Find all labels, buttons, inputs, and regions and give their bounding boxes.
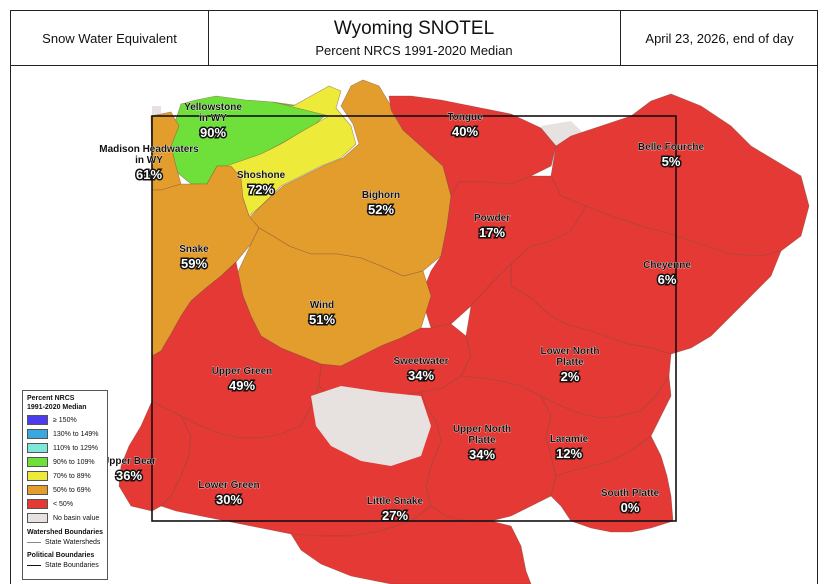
basin-percent-label: 5% <box>662 154 681 169</box>
legend-swatch <box>27 415 48 425</box>
legend-item: < 50% <box>27 498 103 510</box>
legend-item: No basin value <box>27 512 103 524</box>
legend-watershed-title: Watershed Boundaries <box>27 529 103 536</box>
basin-name-label: Little Snake <box>367 496 424 507</box>
date-label: April 23, 2026, end of day <box>620 11 818 65</box>
legend-watershed-label: State Watersheds <box>45 538 101 546</box>
basin-name-label: Bighorn <box>362 190 400 201</box>
legend-label: 90% to 109% <box>53 458 95 466</box>
basin-region <box>290 505 532 584</box>
basin-region <box>550 435 674 533</box>
legend-label: No basin value <box>53 514 100 522</box>
map-header: Snow Water Equivalent Wyoming SNOTEL Per… <box>10 10 818 66</box>
legend-items: ≥ 150% 130% to 149% 110% to 129% 90% to 109… <box>27 414 103 524</box>
legend-item: 50% to 69% <box>27 484 103 496</box>
basin-name-label: Belle Fourche <box>638 142 705 153</box>
legend-item: ≥ 150% <box>27 414 103 426</box>
legend-watershed-item: State Watersheds <box>27 537 103 547</box>
basin-name-label: Shoshone <box>237 170 286 181</box>
watershed-line-symbol <box>27 541 41 543</box>
basin-name-label: Sweetwater <box>393 356 448 367</box>
basin-percent-label: 90% <box>200 125 226 140</box>
basin-name-label: in WY <box>135 155 163 166</box>
basin-percent-label: 40% <box>452 124 478 139</box>
title-block: Wyoming SNOTEL Percent NRCS 1991-2020 Me… <box>208 11 620 65</box>
basin-name-label: in WY <box>199 113 227 124</box>
basin-region <box>225 85 357 217</box>
basin-percent-label: 17% <box>479 225 505 240</box>
basin-name-label: Upper North <box>453 424 511 435</box>
legend-item: 70% to 89% <box>27 470 103 482</box>
basin-percent-label: 36% <box>116 468 142 483</box>
basin-name-label: Yellowstone <box>184 102 242 113</box>
basin-percent-label: 12% <box>556 446 582 461</box>
basin-name-label: South Platte <box>601 488 660 499</box>
basin-name-label: Lower North <box>541 346 600 357</box>
basin-name-label: Laramie <box>550 434 589 445</box>
legend-title-1: Percent NRCS <box>27 395 75 402</box>
legend-swatch <box>27 513 48 523</box>
legend: Percent NRCS 1991-2020 Median ≥ 150% 130%… <box>22 390 108 580</box>
variable-label: Snow Water Equivalent <box>11 11 209 65</box>
basin-percent-label: 59% <box>181 256 207 271</box>
basin-name-label: Madison Headwaters <box>99 144 199 155</box>
legend-political-item: State Boundaries <box>27 560 103 570</box>
state-line-symbol <box>27 564 41 566</box>
basin-percent-label: 30% <box>216 492 242 507</box>
basin-name-label: Lower Green <box>198 480 259 491</box>
legend-label: 70% to 89% <box>53 472 91 480</box>
legend-label: 110% to 129% <box>53 444 99 452</box>
basin-percent-label: 52% <box>368 202 394 217</box>
basin-percent-label: 34% <box>469 447 495 462</box>
legend-label: < 50% <box>53 500 74 508</box>
basin-region <box>540 375 672 477</box>
basin-percent-label: 72% <box>248 182 274 197</box>
basin-name-label: Snake <box>179 244 209 255</box>
basin-percent-label: 34% <box>408 368 434 383</box>
basin-percent-label: 0% <box>621 500 640 515</box>
basin-name-label: Wind <box>310 300 334 311</box>
basin-name-label: Upper Green <box>212 366 273 377</box>
legend-label: ≥ 150% <box>53 416 77 424</box>
map-subtitle: Percent NRCS 1991-2020 Median <box>315 43 513 58</box>
legend-swatch <box>27 499 48 509</box>
map-title: Wyoming SNOTEL <box>333 18 495 39</box>
basin-name-label: Cheyenne <box>643 260 691 271</box>
basin-percent-label: 6% <box>658 272 677 287</box>
legend-swatch <box>27 429 48 439</box>
legend-item: 130% to 149% <box>27 428 103 440</box>
legend-swatch <box>27 443 48 453</box>
basin-name-label: Platte <box>556 357 584 368</box>
legend-political-label: State Boundaries <box>45 561 99 569</box>
legend-item: 90% to 109% <box>27 456 103 468</box>
legend-political-title: Political Boundaries <box>27 552 95 559</box>
legend-item: 110% to 129% <box>27 442 103 454</box>
basin-percent-label: 2% <box>561 369 580 384</box>
no-value-area <box>311 386 431 466</box>
legend-label: 130% to 149% <box>53 430 99 438</box>
legend-title-2: 1991-2020 Median <box>27 404 87 411</box>
basin-percent-label: 61% <box>136 167 162 182</box>
legend-swatch <box>27 485 48 495</box>
basin-percent-label: 51% <box>309 312 335 327</box>
map-frame: Yellowstone in WY 90% Madison Headwaters in … <box>10 66 818 584</box>
basin-percent-label: 49% <box>229 378 255 393</box>
basin-name-label: Powder <box>474 213 510 224</box>
legend-label: 50% to 69% <box>53 486 91 494</box>
basin-name-label: Platte <box>468 435 496 446</box>
legend-swatch <box>27 457 48 467</box>
state-boundary <box>151 115 677 522</box>
basin-percent-label: 27% <box>382 508 408 523</box>
basin-name-label: Tongue <box>447 112 483 123</box>
legend-swatch <box>27 471 48 481</box>
basin-name-label: Upper Bear <box>102 456 156 467</box>
